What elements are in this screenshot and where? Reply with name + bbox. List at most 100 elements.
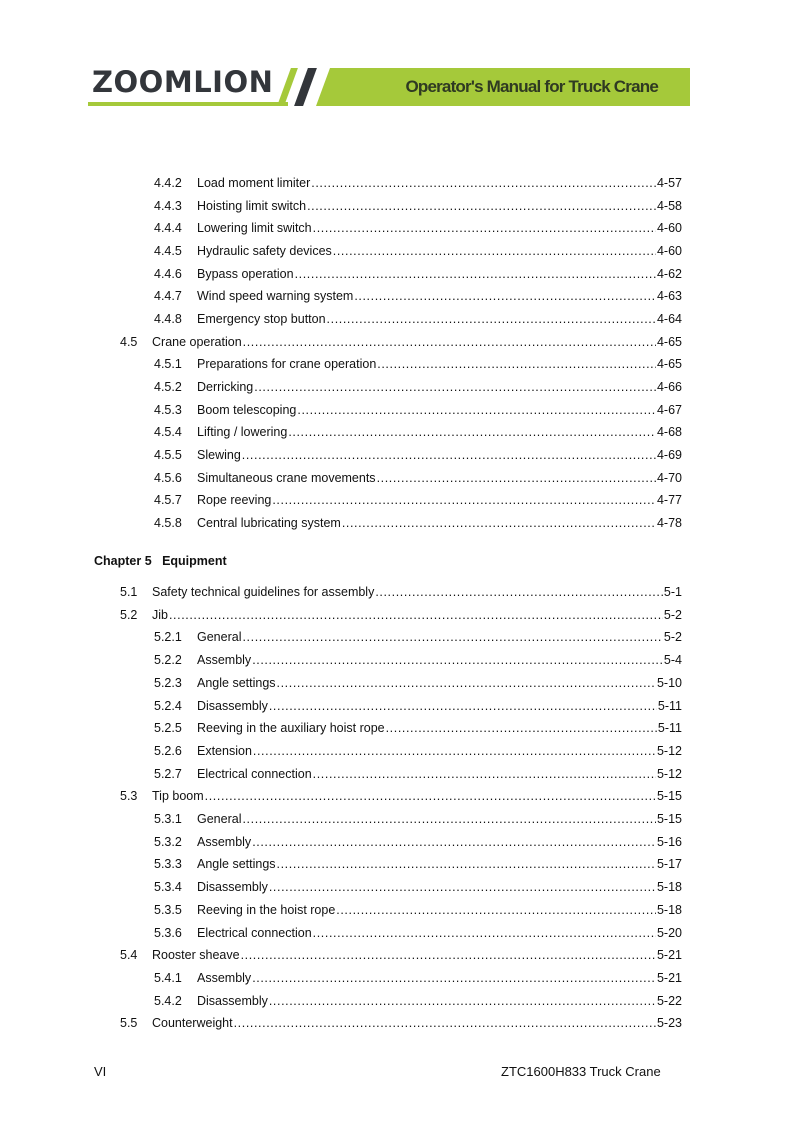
dot-leader <box>333 243 656 259</box>
toc-entry-page: 4-64 <box>656 312 682 327</box>
toc-entry-page: 5-10 <box>656 675 682 690</box>
toc-entry[interactable]: 4.4.5 Hydraulic safety devices 4-60 <box>154 243 682 259</box>
toc-entry[interactable]: 4.5.4 Lifting / lowering 4-68 <box>154 424 682 440</box>
zoomlion-logo: ZOOMLION <box>92 65 274 99</box>
toc-entry-number: 5.1 <box>120 585 138 599</box>
toc-entry-page: 4-69 <box>656 448 682 463</box>
toc-entry-title: Safety technical guidelines for assembly <box>152 585 375 599</box>
toc-entry-number: 4.5.3 <box>154 402 182 417</box>
dot-leader <box>254 379 656 395</box>
toc-entry-number: 4.5.5 <box>154 448 182 463</box>
toc-entry[interactable]: 5.4.1 Assembly 5-21 <box>154 970 682 986</box>
toc-entry-title: Disassembly <box>197 993 268 1008</box>
toc-entry[interactable]: 5.2 Jib 5-2 <box>120 607 682 623</box>
toc-entry[interactable]: 5.3.1 General 5-15 <box>154 811 682 827</box>
page-number: VI <box>94 1064 107 1079</box>
dot-leader <box>327 311 656 327</box>
toc-entry-page: 4-63 <box>656 289 682 304</box>
toc-entry-title: Derricking <box>197 380 254 395</box>
toc-entry[interactable]: 4.4.7 Wind speed warning system 4-63 <box>154 288 682 304</box>
toc-entry[interactable]: 5.3.2 Assembly 5-16 <box>154 834 682 850</box>
toc-entry[interactable]: 5.2.7 Electrical connection 5-12 <box>154 766 682 782</box>
toc-entry-number: 5.2.3 <box>154 675 182 690</box>
toc-entry[interactable]: 4.5.6 Simultaneous crane movements 4-70 <box>154 470 682 486</box>
toc-entry[interactable]: 4.4.6 Bypass operation 4-62 <box>154 266 682 282</box>
toc-entry[interactable]: 4.5.7 Rope reeving 4-77 <box>154 492 682 508</box>
toc-entry-page: 4-60 <box>656 244 682 258</box>
toc-entry-title: Tip boom <box>152 789 204 804</box>
toc-entry-title: Disassembly <box>197 880 268 895</box>
toc-entry-number: 4.4.5 <box>154 244 182 258</box>
toc-entry-page: 4-77 <box>656 493 682 508</box>
toc-entry[interactable]: 5.2.1 General 5-2 <box>154 629 682 645</box>
toc-entry-title: Electrical connection <box>197 925 312 940</box>
toc-entry[interactable]: 4.5.5 Slewing 4-69 <box>154 447 682 463</box>
toc-entry[interactable]: 4.4.8 Emergency stop button 4-64 <box>154 311 682 327</box>
dot-leader <box>269 993 656 1009</box>
toc-entry-title: Reeving in the hoist rope <box>197 902 336 917</box>
toc-entry-page: 5-11 <box>657 721 682 736</box>
toc-entry-number: 4.4.3 <box>154 198 182 213</box>
toc-entry[interactable]: 5.4 Rooster sheave 5-21 <box>120 947 682 963</box>
toc-entry[interactable]: 5.3.6 Electrical connection 5-20 <box>154 925 682 941</box>
toc-entry-number: 4.4.8 <box>154 312 182 327</box>
toc-entry-number: 5.2.5 <box>154 721 182 736</box>
toc-entry[interactable]: 5.2.6 Extension 5-12 <box>154 743 682 759</box>
toc-entry-title: Preparations for crane operation <box>197 357 377 372</box>
toc-entry-page: 4-65 <box>656 334 682 349</box>
toc-entry[interactable]: 4.5.8 Central lubricating system 4-78 <box>154 515 682 531</box>
toc-entry-number: 4.5.6 <box>154 470 182 485</box>
toc-entry[interactable]: 5.3 Tip boom 5-15 <box>120 788 682 804</box>
toc-entry-page: 5-23 <box>656 1016 682 1031</box>
toc-entry-page: 5-4 <box>663 653 682 668</box>
toc-entry-number: 5.2.4 <box>154 698 182 713</box>
toc-entry-title: Counterweight <box>152 1016 233 1031</box>
dark-slash-decoration <box>294 68 317 106</box>
toc-entry[interactable]: 5.2.3 Angle settings 5-10 <box>154 675 682 691</box>
dot-leader <box>297 402 656 418</box>
toc-entry-title: Electrical connection <box>197 766 312 781</box>
toc-entry[interactable]: 5.3.3 Angle settings 5-17 <box>154 856 682 872</box>
toc-entry[interactable]: 4.5.1 Preparations for crane operation 4-6… <box>154 356 682 372</box>
dot-leader <box>375 584 663 600</box>
toc-entry[interactable]: 5.3.5 Reeving in the hoist rope 5-18 <box>154 902 682 918</box>
dot-leader <box>277 856 656 872</box>
toc-entry[interactable]: 5.2.2 Assembly 5-4 <box>154 652 682 668</box>
toc-entry[interactable]: 4.5.2 Derricking 4-66 <box>154 379 682 395</box>
toc-entry[interactable]: 4.4.3 Hoisting limit switch 4-58 <box>154 198 682 214</box>
toc-entry-number: 4.4.2 <box>154 176 182 190</box>
dot-leader <box>313 220 656 236</box>
toc-entry-number: 4.4.7 <box>154 289 182 304</box>
toc-entry-page: 4-66 <box>656 380 682 395</box>
toc-entry[interactable]: 5.3.4 Disassembly 5-18 <box>154 879 682 895</box>
toc-entry-page: 5-12 <box>656 743 682 758</box>
toc-entry[interactable]: 4.5.3 Boom telescoping 4-67 <box>154 402 682 418</box>
manual-title: Operator's Manual for Truck Crane <box>405 77 658 96</box>
toc-entry-number: 5.2.2 <box>154 653 182 668</box>
dot-leader <box>277 675 656 691</box>
footer-model: ZTC1600H833 Truck Crane <box>501 1064 661 1079</box>
toc-entry[interactable]: 5.1 Safety technical guidelines for assem… <box>120 584 682 600</box>
toc-entry[interactable]: 4.4.2 Load moment limiter 4-57 <box>154 175 682 191</box>
toc-entry-page: 5-2 <box>663 630 682 645</box>
toc-entry[interactable]: 5.5 Counterweight 5-23 <box>120 1015 682 1031</box>
toc-entry-number: 4.5.4 <box>154 425 182 440</box>
toc-entry-page: 5-2 <box>663 607 682 622</box>
toc-entry[interactable]: 5.2.5 Reeving in the auxiliary hoist rope… <box>154 720 682 736</box>
toc-entry-title: Lifting / lowering <box>197 425 288 440</box>
toc-entry-number: 5.3.5 <box>154 902 182 917</box>
toc-entry-title: Lowering limit switch <box>197 221 312 236</box>
toc-entry-number: 5.2.6 <box>154 743 182 758</box>
dot-leader <box>252 834 656 850</box>
toc-entry-page: 5-17 <box>656 857 682 872</box>
toc-entry-page: 4-60 <box>656 221 682 236</box>
toc-entry-page: 5-15 <box>656 812 682 826</box>
toc-entry[interactable]: 5.4.2 Disassembly 5-22 <box>154 993 682 1009</box>
toc-entry-number: 4.5.2 <box>154 380 182 395</box>
toc-entry[interactable]: 5.2.4 Disassembly 5-11 <box>154 698 682 714</box>
toc-entry[interactable]: 4.4.4 Lowering limit switch 4-60 <box>154 220 682 236</box>
toc-entry[interactable]: 4.5 Crane operation 4-65 <box>120 334 682 350</box>
toc-entry-number: 5.3.2 <box>154 834 182 849</box>
toc-entry-title: Reeving in the auxiliary hoist rope <box>197 721 385 736</box>
toc-entry-title: Hoisting limit switch <box>197 198 307 213</box>
